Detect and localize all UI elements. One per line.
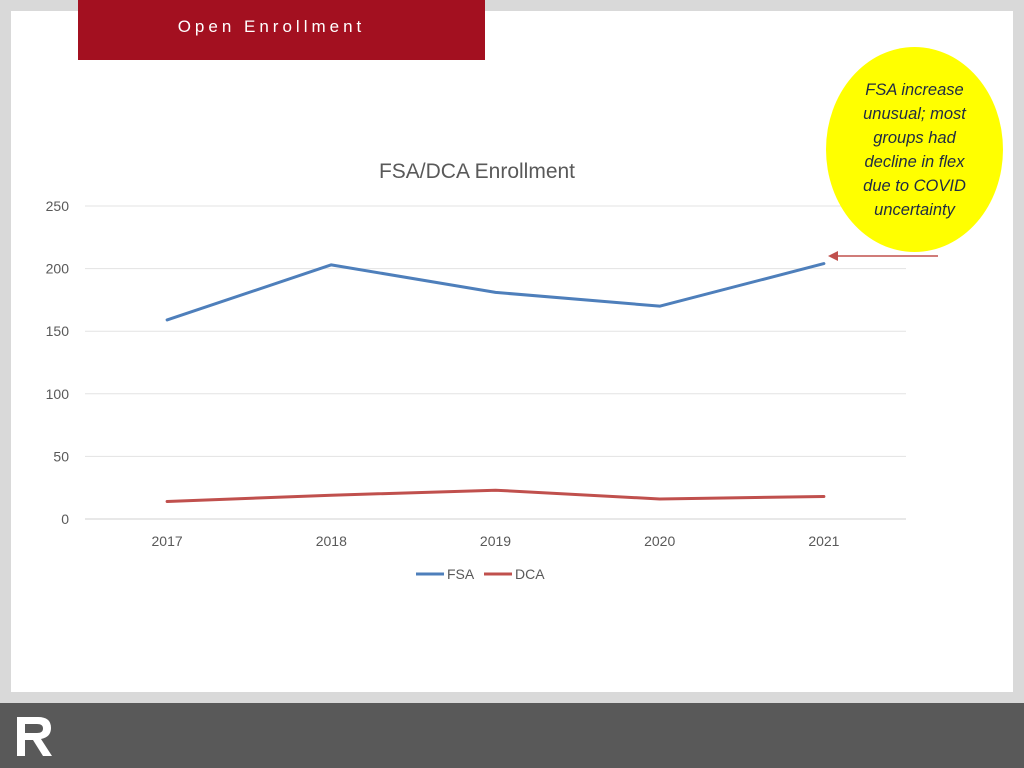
- series-lines: [165, 262, 826, 503]
- data-point-dca: [494, 489, 497, 492]
- y-tick-label: 150: [46, 323, 70, 339]
- data-point-dca: [330, 494, 333, 497]
- callout-bubble: FSA increase unusual; most groups had de…: [826, 47, 1003, 252]
- y-tick-label: 0: [61, 511, 69, 527]
- x-axis-ticks: 2017 2018 2019 2020 2021: [152, 533, 840, 549]
- data-point-fsa: [658, 304, 661, 308]
- x-tick-label: 2021: [808, 533, 839, 549]
- x-tick-label: 2020: [644, 533, 675, 549]
- data-point-dca: [822, 495, 826, 498]
- x-tick-label: 2017: [152, 533, 183, 549]
- x-tick-label: 2018: [316, 533, 347, 549]
- y-tick-label: 250: [46, 198, 70, 214]
- legend-label-fsa: FSA: [447, 566, 475, 582]
- header-banner: Open Enrollment: [78, 0, 485, 60]
- y-tick-label: 200: [46, 261, 70, 277]
- y-tick-label: 50: [53, 448, 69, 464]
- y-tick-label: 100: [46, 386, 70, 402]
- callout-text: FSA increase unusual; most groups had de…: [863, 80, 966, 219]
- callout-arrow: [828, 251, 938, 261]
- data-point-fsa: [494, 291, 497, 294]
- data-point-dca: [658, 497, 661, 501]
- legend: FSA DCA: [416, 566, 545, 582]
- data-point-dca: [165, 500, 169, 503]
- y-axis-ticks: 0 50 100 150 200 250: [46, 198, 70, 527]
- chart-title: FSA/DCA Enrollment: [379, 160, 575, 183]
- callout-arrow-head: [828, 251, 838, 261]
- footer-bar: [0, 703, 1024, 768]
- r-logo-icon: [17, 717, 52, 756]
- data-point-fsa: [165, 318, 169, 322]
- gridlines: [85, 205, 906, 520]
- legend-label-dca: DCA: [515, 566, 545, 582]
- header-title: Open Enrollment: [177, 17, 366, 36]
- series-line-dca: [165, 488, 826, 503]
- x-tick-label: 2019: [480, 533, 511, 549]
- data-point-fsa: [330, 263, 333, 267]
- data-point-fsa: [822, 262, 826, 265]
